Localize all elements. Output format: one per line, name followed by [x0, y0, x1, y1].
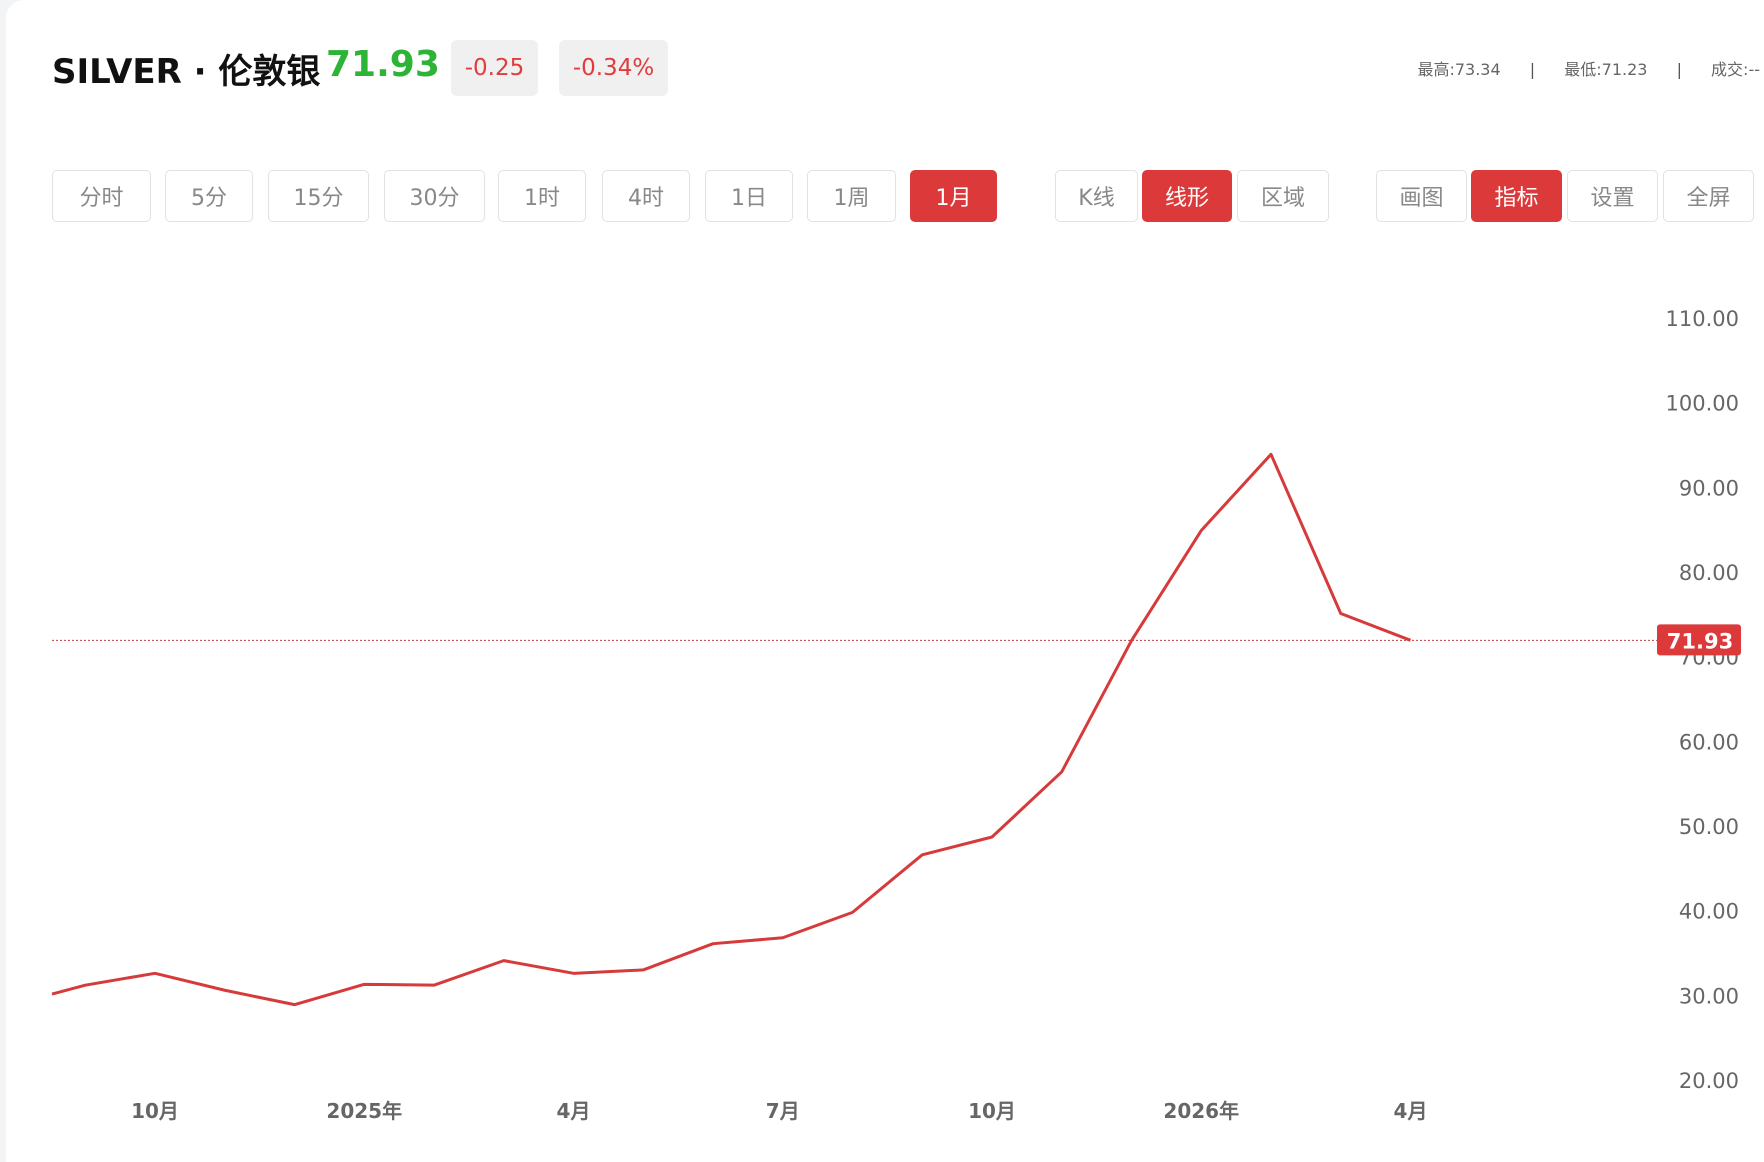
x-tick-label: 2026年: [1163, 1099, 1239, 1123]
low-value: 71.23: [1601, 60, 1648, 79]
price-change-percent: -0.34%: [559, 40, 668, 96]
tools-button[interactable]: 全屏: [1663, 170, 1754, 222]
y-tick-label: 100.00: [1666, 392, 1739, 416]
high-value: 73.34: [1454, 60, 1501, 79]
x-tick-label: 4月: [557, 1099, 591, 1123]
chart-types-button[interactable]: 线形: [1142, 170, 1232, 222]
y-tick-label: 80.00: [1679, 561, 1739, 585]
y-tick-label: 20.00: [1679, 1069, 1739, 1093]
high-label: 最高:: [1417, 60, 1455, 79]
tools-button[interactable]: 设置: [1567, 170, 1658, 222]
x-axis: 10月 2025年 4月 7月 10月 2026年 4月: [131, 1099, 1427, 1123]
periods-button[interactable]: 4时: [602, 170, 690, 222]
current-price-tag-label: 71.93: [1667, 629, 1733, 653]
y-tick-label: 110.00: [1666, 307, 1739, 331]
volume-label: 成交:: [1711, 60, 1749, 79]
x-tick-label: 7月: [766, 1099, 800, 1123]
separator: |: [1676, 60, 1682, 79]
y-tick-label: 50.00: [1679, 815, 1739, 839]
current-price-tag: 71.93: [1657, 624, 1741, 656]
current-price: 71.93: [326, 44, 440, 85]
periods-button[interactable]: 分时: [52, 170, 151, 222]
chart-types-button[interactable]: K线: [1055, 170, 1138, 222]
current-price-tag-bg: [1657, 624, 1741, 656]
y-tick-label: 90.00: [1679, 476, 1739, 500]
periods-button[interactable]: 1日: [705, 170, 793, 222]
separator: |: [1529, 60, 1536, 79]
chart-types-button[interactable]: 区域: [1237, 170, 1329, 222]
y-axis: 110.00100.0090.0080.0070.0060.0050.0040.…: [1666, 307, 1739, 1093]
volume-value: --: [1748, 60, 1760, 79]
stats-bar: 最高:73.34 | 最低:71.23 | 成交:--: [1417, 56, 1760, 80]
price-change: -0.25: [451, 40, 538, 96]
instrument-title: SILVER · 伦敦银: [52, 52, 321, 92]
y-tick-label: 30.00: [1679, 984, 1739, 1008]
x-tick-label: 2025年: [326, 1099, 402, 1123]
y-tick-label: 40.00: [1679, 900, 1739, 924]
periods-button[interactable]: 5分: [165, 170, 253, 222]
x-tick-label: 10月: [131, 1099, 179, 1123]
tools-button[interactable]: 指标: [1471, 170, 1562, 222]
periods-button[interactable]: 1时: [498, 170, 586, 222]
x-tick-label: 10月: [968, 1099, 1016, 1123]
y-tick-label: 60.00: [1679, 730, 1739, 754]
periods-button[interactable]: 1周: [807, 170, 896, 222]
low-label: 最低:: [1564, 60, 1602, 79]
price-line: [51, 452, 1412, 1007]
periods-button[interactable]: 30分: [384, 170, 485, 222]
periods-button[interactable]: 15分: [268, 170, 369, 222]
periods-button[interactable]: 1月: [910, 170, 997, 222]
x-tick-label: 4月: [1394, 1099, 1428, 1123]
tools-button[interactable]: 画图: [1376, 170, 1467, 222]
